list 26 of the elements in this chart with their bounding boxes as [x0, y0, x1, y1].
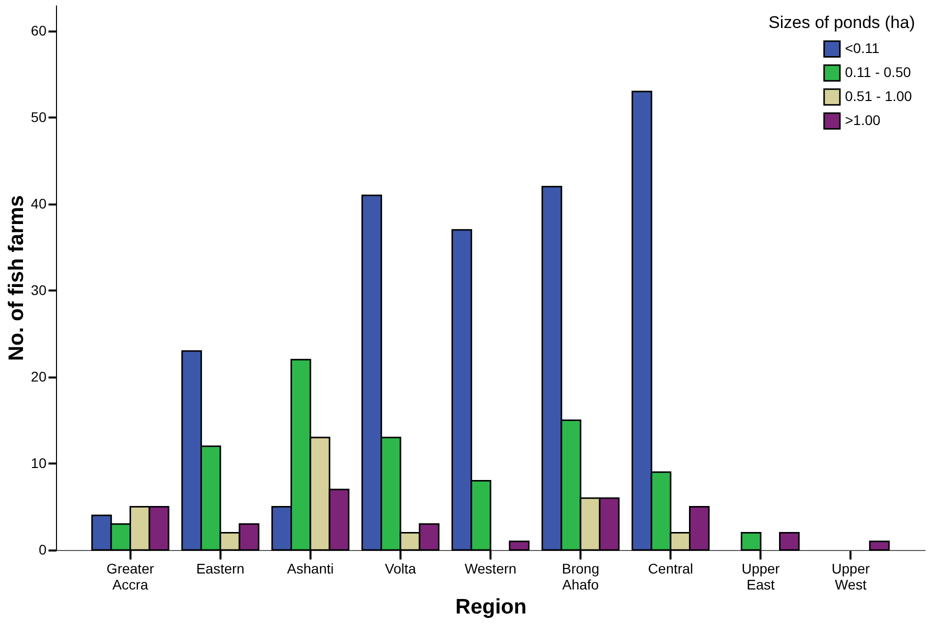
x-tick-label: Eastern [196, 560, 244, 576]
y-tick-label: 0 [38, 542, 47, 558]
x-tick-label: Western [464, 560, 516, 576]
legend-label: 0.11 - 0.50 [845, 64, 912, 80]
bar [508, 540, 530, 551]
x-tick-label: Ashanti [287, 560, 334, 576]
bar [869, 540, 890, 551]
legend-label: 0.51 - 1.00 [845, 88, 912, 104]
legend-label: >1.00 [845, 112, 881, 128]
x-tick-label: Brong Ahafo [562, 560, 600, 592]
y-tick-label: 40 [30, 195, 47, 212]
x-tick-label: Central [648, 560, 694, 576]
x-tick-label: Volta [384, 560, 416, 576]
legend-label: <0.11 [845, 40, 880, 56]
x-tick-label: Upper East [742, 560, 780, 592]
y-tick-label: 20 [30, 368, 47, 384]
bar [779, 532, 800, 551]
legend-title: Sizes of ponds (ha) [768, 13, 915, 32]
y-tick-label: 60 [30, 22, 47, 38]
y-tick-label: 30 [30, 282, 47, 298]
x-axis-title: Region [455, 596, 527, 618]
y-axis-title: No. of fish farms [4, 195, 28, 361]
x-tick-label: Greater Accra [106, 560, 154, 592]
y-tick-label: 10 [30, 454, 47, 471]
x-tick-label: Upper West [832, 560, 870, 592]
y-tick-label: 50 [30, 108, 47, 125]
